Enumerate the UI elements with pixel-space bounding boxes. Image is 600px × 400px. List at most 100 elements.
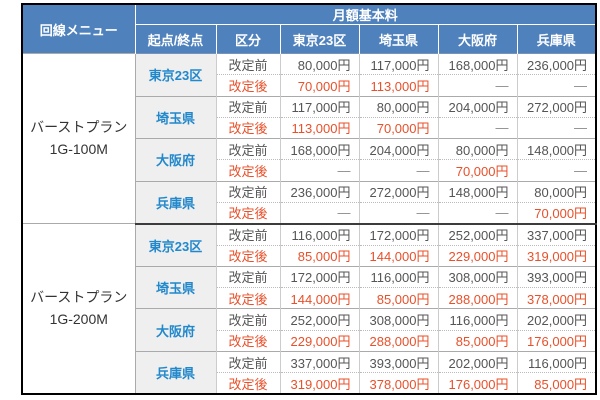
origin-cell: 埼玉県: [134, 265, 216, 309]
category-before: 改定前: [215, 95, 280, 118]
header-col-osaka: 大阪府: [437, 24, 517, 54]
fee-cell: 176,000円: [437, 372, 517, 394]
category-before: 改定前: [215, 265, 280, 288]
header-col-tokyo23: 東京23区: [279, 24, 359, 54]
fee-cell: 204,000円: [358, 138, 438, 160]
fee-cell: 168,000円: [279, 138, 359, 160]
header-category: 区分: [215, 24, 280, 54]
fee-cell: 85,000円: [516, 372, 597, 394]
origin-cell: 埼玉県: [134, 95, 216, 139]
category-after: 改定後: [215, 159, 280, 182]
fee-cell: 337,000円: [516, 222, 597, 246]
fee-cell: 176,000円: [516, 329, 597, 352]
fee-cell: 288,000円: [358, 329, 438, 352]
fee-cell: 85,000円: [437, 329, 517, 352]
fee-cell: 148,000円: [437, 180, 517, 203]
fee-cell: 113,000円: [358, 74, 438, 97]
fee-cell: 117,000円: [279, 95, 359, 118]
fee-cell: 272,000円: [358, 180, 438, 203]
fee-cell: 80,000円: [358, 95, 438, 118]
fee-cell: 70,000円: [516, 201, 597, 224]
category-before: 改定前: [215, 180, 280, 203]
origin-cell: 兵庫県: [134, 180, 216, 224]
fee-cell: —: [437, 116, 517, 139]
fee-cell: 202,000円: [437, 350, 517, 373]
category-after: 改定後: [215, 287, 280, 309]
pricing-table-container: 回線メニュー 月額基本料 起点/終点 区分 東京23区 埼玉県 大阪府 兵庫県 …: [21, 3, 598, 395]
fee-cell: 236,000円: [279, 180, 359, 203]
fee-cell: 378,000円: [358, 372, 438, 394]
fee-cell: 252,000円: [279, 308, 359, 331]
fee-cell: —: [279, 201, 359, 224]
category-after: 改定後: [215, 244, 280, 267]
header-line-menu: 回線メニュー: [22, 4, 135, 54]
fee-cell: 144,000円: [279, 287, 359, 309]
origin-cell: 東京23区: [134, 53, 216, 97]
plan-speed: 1G-100M: [49, 140, 108, 157]
fee-cell: —: [516, 159, 597, 182]
fee-cell: 172,000円: [279, 265, 359, 288]
fee-cell: 204,000円: [437, 95, 517, 118]
fee-cell: 70,000円: [437, 159, 517, 182]
fee-cell: 337,000円: [279, 350, 359, 373]
fee-cell: 85,000円: [358, 287, 438, 309]
fee-cell: 288,000円: [437, 287, 517, 309]
category-before: 改定前: [215, 350, 280, 373]
fee-cell: 168,000円: [437, 52, 517, 75]
header-origin-dest: 起点/終点: [134, 24, 216, 54]
origin-cell: 兵庫県: [134, 350, 216, 394]
fee-cell: 393,000円: [516, 265, 597, 288]
fee-cell: 319,000円: [279, 372, 359, 394]
fee-cell: 117,000円: [358, 52, 438, 75]
fee-cell: 144,000円: [358, 244, 438, 267]
fee-cell: —: [516, 116, 597, 139]
fee-cell: 80,000円: [437, 138, 517, 160]
fee-cell: 148,000円: [516, 138, 597, 160]
fee-cell: —: [358, 201, 438, 224]
plan-name: バーストプラン: [30, 288, 128, 305]
category-after: 改定後: [215, 329, 280, 352]
fee-cell: 236,000円: [516, 52, 597, 75]
origin-cell: 大阪府: [134, 308, 216, 352]
fee-cell: 116,000円: [279, 222, 359, 246]
origin-cell: 大阪府: [134, 138, 216, 182]
fee-cell: 85,000円: [279, 244, 359, 267]
fee-cell: —: [279, 159, 359, 182]
fee-cell: 393,000円: [358, 350, 438, 373]
fee-cell: 116,000円: [358, 265, 438, 288]
fee-cell: 70,000円: [358, 116, 438, 139]
plan-name: バーストプラン: [30, 118, 128, 135]
fee-cell: 229,000円: [437, 244, 517, 267]
header-col-hyogo: 兵庫県: [516, 24, 597, 54]
fee-cell: —: [437, 201, 517, 224]
fee-cell: —: [358, 159, 438, 182]
fee-cell: 80,000円: [279, 52, 359, 75]
header-col-saitama: 埼玉県: [358, 24, 438, 54]
fee-cell: 272,000円: [516, 95, 597, 118]
category-after: 改定後: [215, 74, 280, 97]
fee-cell: 113,000円: [279, 116, 359, 139]
fee-cell: 116,000円: [516, 350, 597, 373]
category-after: 改定後: [215, 116, 280, 139]
fee-cell: 378,000円: [516, 287, 597, 309]
category-before: 改定前: [215, 52, 280, 75]
fee-cell: 308,000円: [358, 308, 438, 331]
fee-cell: —: [516, 74, 597, 97]
fee-cell: 229,000円: [279, 329, 359, 352]
fee-cell: 319,000円: [516, 244, 597, 267]
fee-cell: 80,000円: [516, 180, 597, 203]
fee-cell: —: [437, 74, 517, 97]
header-monthly-fee: 月額基本料: [134, 4, 597, 25]
category-before: 改定前: [215, 308, 280, 331]
fee-cell: 70,000円: [279, 74, 359, 97]
origin-cell: 東京23区: [134, 222, 216, 267]
plan-speed: 1G-200M: [49, 310, 108, 327]
fee-cell: 252,000円: [437, 222, 517, 246]
fee-cell: 308,000円: [437, 265, 517, 288]
category-after: 改定後: [215, 201, 280, 224]
fee-cell: 202,000円: [516, 308, 597, 331]
plan-cell-1g-200m: バーストプラン 1G-200M: [22, 223, 135, 394]
pricing-table: 回線メニュー 月額基本料 起点/終点 区分 東京23区 埼玉県 大阪府 兵庫県 …: [21, 3, 598, 395]
fee-cell: 116,000円: [437, 308, 517, 331]
category-before: 改定前: [215, 222, 280, 246]
